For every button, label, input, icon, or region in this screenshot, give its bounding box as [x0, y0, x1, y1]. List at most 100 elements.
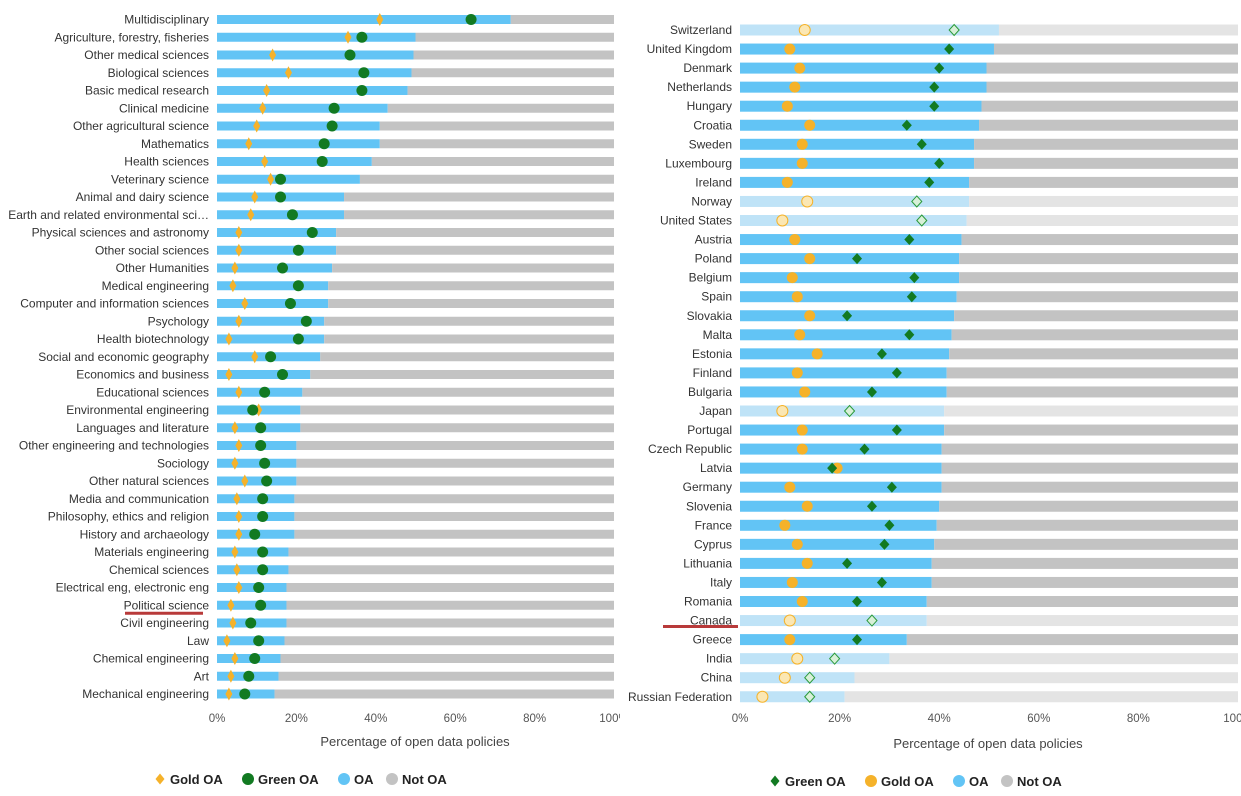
- category-label-cyprus: Cyprus: [694, 537, 732, 551]
- category-label-chemical-sciences: Chemical sciences: [109, 563, 209, 577]
- green-oa-marker-estonia: [876, 348, 887, 360]
- legend-oa-label: OA: [354, 772, 374, 787]
- not-oa-bar-poland: [959, 253, 1238, 265]
- not-oa-bar-clinical-medicine: [387, 103, 614, 113]
- gold-oa-marker-clinical-medicine: [259, 101, 267, 115]
- gold-oa-marker-electrical-eng-electronic-eng: [235, 581, 243, 594]
- green-oa-marker-lithuania: [842, 557, 853, 569]
- gold-oa-marker-spain: [791, 291, 803, 303]
- category-label-philosophy-ethics-and-religion: Philosophy, ethics and religion: [48, 510, 209, 524]
- x-tick-label-0: 0%: [209, 713, 226, 725]
- not-oa-bar-japan: [944, 405, 1238, 417]
- gold-oa-marker-hungary: [781, 100, 793, 112]
- category-label-social-and-economic-geography: Social and economic geography: [38, 350, 209, 364]
- gold-oa-marker-poland: [804, 253, 816, 265]
- oa-bar-belgium: [740, 272, 960, 284]
- category-label-other-social-sciences: Other social sciences: [95, 243, 209, 257]
- not-oa-bar-cyprus: [934, 538, 1238, 550]
- oa-bar-cyprus: [740, 538, 935, 550]
- oa-bar-estonia: [740, 348, 950, 360]
- not-oa-bar-environmental-engineering: [300, 405, 614, 415]
- green-oa-marker-physical-sciences-and-astronomy: [306, 227, 318, 238]
- not-oa-bar-other-engineering-and-technologies: [296, 441, 614, 450]
- category-label-sweden: Sweden: [689, 137, 732, 151]
- gold-oa-marker-other-social-sciences: [235, 243, 243, 257]
- gold-oa-marker-basic-medical-research: [263, 84, 271, 97]
- green-oa-marker-canada: [866, 614, 878, 627]
- gold-oa-marker-lithuania: [801, 557, 813, 569]
- category-label-educational-sciences: Educational sciences: [96, 385, 209, 399]
- green-oa-marker-hungary: [929, 100, 940, 112]
- not-oa-bar-media-and-communication: [294, 494, 614, 504]
- gold-oa-marker-other-agricultural-science: [253, 119, 261, 133]
- legend-green-oa-marker: [770, 775, 780, 787]
- not-oa-bar-other-agricultural-science: [379, 121, 614, 131]
- green-oa-marker-denmark: [934, 62, 945, 74]
- oa-bar-health-biotechnology: [217, 334, 325, 344]
- category-label-canada: Canada: [690, 614, 732, 628]
- oa-bar-agriculture-forestry-fisheries: [217, 32, 416, 42]
- category-label-law: Law: [187, 634, 209, 648]
- gold-oa-marker-france: [779, 519, 791, 531]
- gold-oa-marker-civil-engineering: [229, 616, 237, 630]
- not-oa-bar-czech-republic: [941, 443, 1238, 455]
- green-oa-marker-cyprus: [879, 538, 890, 550]
- green-oa-marker-other-social-sciences: [292, 244, 304, 256]
- not-oa-bar-luxembourg: [974, 157, 1238, 169]
- green-oa-marker-norway: [911, 195, 923, 208]
- not-oa-bar-art: [278, 671, 614, 681]
- legend-green-oa-label: Green OA: [785, 774, 846, 789]
- category-label-civil-engineering: Civil engineering: [120, 616, 209, 630]
- not-oa-bar-russian-federation: [844, 691, 1238, 703]
- category-label-mechanical-engineering: Mechanical engineering: [82, 687, 209, 701]
- green-oa-marker-environmental-engineering: [247, 404, 259, 416]
- green-oa-marker-other-humanities: [277, 262, 289, 274]
- oa-bar-philosophy-ethics-and-religion: [217, 512, 295, 521]
- gold-oa-marker-other-medical-sciences: [269, 48, 277, 62]
- green-oa-marker-chemical-engineering: [249, 653, 261, 664]
- oa-bar-croatia: [740, 119, 980, 131]
- gold-oa-marker-languages-and-literature: [231, 421, 239, 435]
- oa-bar-canada: [740, 615, 927, 627]
- not-oa-bar-ireland: [969, 176, 1238, 188]
- oa-bar-united-kingdom: [740, 43, 994, 55]
- oa-bar-finland: [740, 367, 947, 379]
- not-oa-bar-sweden: [974, 138, 1238, 150]
- category-label-animal-and-dairy-science: Animal and dairy science: [76, 190, 210, 204]
- green-oa-marker-russian-federation: [804, 690, 816, 703]
- chart-left-svg: Multidisciplinary Agriculture, forestry, …: [8, 13, 628, 788]
- oa-bar-health-sciences: [217, 157, 372, 166]
- category-label-lithuania: Lithuania: [683, 556, 732, 570]
- gold-oa-marker-austria: [789, 234, 801, 246]
- oa-bar-earth-and-related-environmental-sci: [217, 210, 345, 220]
- category-label-earth-and-related-environmental-sci: Earth and related environmental sci…: [8, 208, 209, 222]
- not-oa-bar-india: [889, 653, 1238, 665]
- not-oa-bar-agriculture-forestry-fisheries: [415, 32, 614, 42]
- legend-gold-oa-marker: [155, 773, 165, 785]
- gold-oa-marker-finland: [791, 367, 803, 379]
- oa-bar-italy: [740, 576, 932, 588]
- oa-bar-slovenia: [740, 500, 940, 512]
- oa-bar-hungary: [740, 100, 982, 112]
- green-oa-marker-slovenia: [866, 500, 877, 512]
- not-oa-bar-other-medical-sciences: [413, 50, 614, 60]
- green-oa-marker-civil-engineering: [245, 617, 257, 629]
- green-oa-marker-japan: [843, 404, 856, 418]
- green-oa-marker-animal-and-dairy-science: [275, 191, 287, 203]
- oa-bar-ireland: [740, 176, 970, 188]
- gold-oa-marker-biological-sciences: [284, 66, 292, 80]
- legend-gold-oa-label: Gold OA: [170, 772, 223, 787]
- not-oa-bar-sociology: [296, 458, 614, 468]
- category-label-health-biotechnology: Health biotechnology: [97, 332, 209, 346]
- oa-bar-mathematics: [217, 139, 380, 149]
- green-oa-marker-electrical-eng-electronic-eng: [253, 582, 265, 593]
- gold-oa-marker-russian-federation: [756, 690, 769, 703]
- gold-oa-marker-law: [223, 634, 231, 648]
- category-label-other-humanities: Other Humanities: [116, 261, 209, 275]
- green-oa-marker-materials-engineering: [257, 546, 269, 558]
- category-label-environmental-engineering: Environmental engineering: [66, 403, 209, 417]
- category-label-japan: Japan: [699, 404, 732, 418]
- not-oa-bar-china: [854, 672, 1238, 684]
- green-oa-marker-health-biotechnology: [292, 333, 304, 345]
- not-oa-bar-health-sciences: [371, 157, 614, 166]
